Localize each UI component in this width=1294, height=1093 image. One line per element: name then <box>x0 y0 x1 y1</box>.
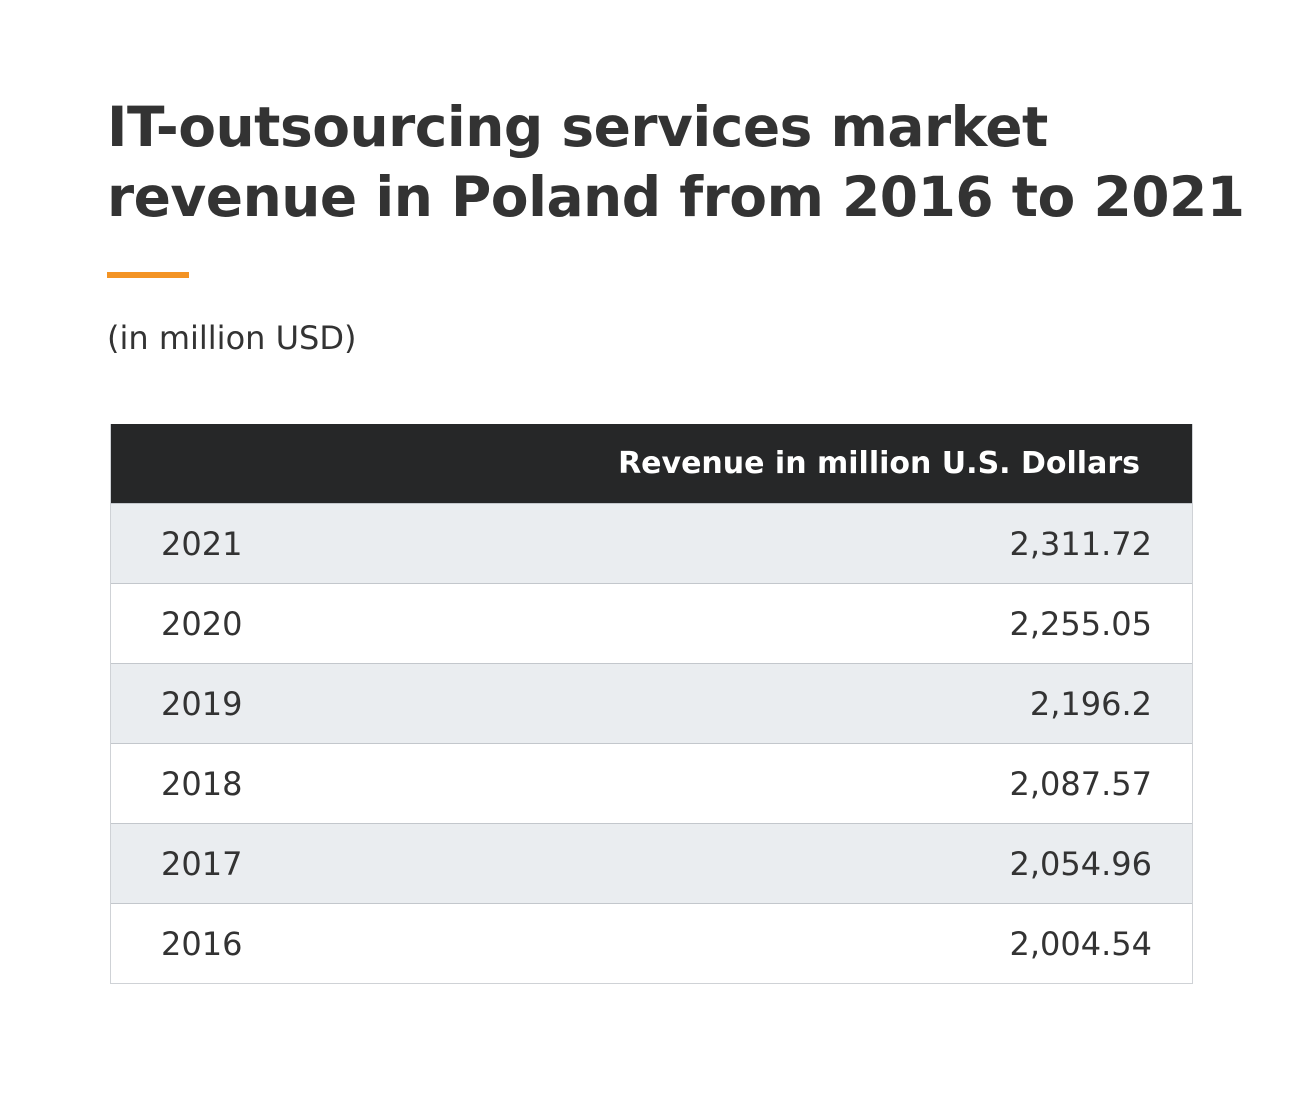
row-revenue-value: 2,196.2 <box>1029 684 1152 723</box>
row-year: 2016 <box>161 924 243 963</box>
table-row: 2018 2,087.57 <box>111 743 1192 823</box>
table-row: 2017 2,054.96 <box>111 823 1192 903</box>
revenue-table: Revenue in million U.S. Dollars 2021 2,31… <box>110 424 1193 984</box>
row-year: 2017 <box>161 844 243 883</box>
row-year: 2020 <box>161 604 243 643</box>
table-row: 2020 2,255.05 <box>111 583 1192 663</box>
row-revenue-value: 2,004.54 <box>1009 924 1153 963</box>
row-revenue-value: 2,255.05 <box>1009 604 1153 643</box>
row-year: 2019 <box>161 684 243 723</box>
row-revenue-value: 2,087.57 <box>1009 764 1153 803</box>
table-header: Revenue in million U.S. Dollars <box>111 424 1192 503</box>
row-revenue-value: 2,054.96 <box>1009 844 1153 883</box>
table-row: 2019 2,196.2 <box>111 663 1192 743</box>
row-year: 2021 <box>161 524 243 563</box>
table-row: 2021 2,311.72 <box>111 503 1192 583</box>
table-row: 2016 2,004.54 <box>111 903 1192 983</box>
table-body: 2021 2,311.72 2020 2,255.05 2019 2,196.2 2018 2… <box>111 503 1192 983</box>
row-revenue-value: 2,311.72 <box>1009 524 1153 563</box>
chart-subtitle: (in million USD) <box>107 319 357 357</box>
row-year: 2018 <box>161 764 243 803</box>
column-header-revenue: Revenue in million U.S. Dollars <box>618 446 1140 481</box>
accent-divider <box>107 272 189 278</box>
chart-title: IT-outsourcing services market revenue i… <box>107 95 1245 229</box>
